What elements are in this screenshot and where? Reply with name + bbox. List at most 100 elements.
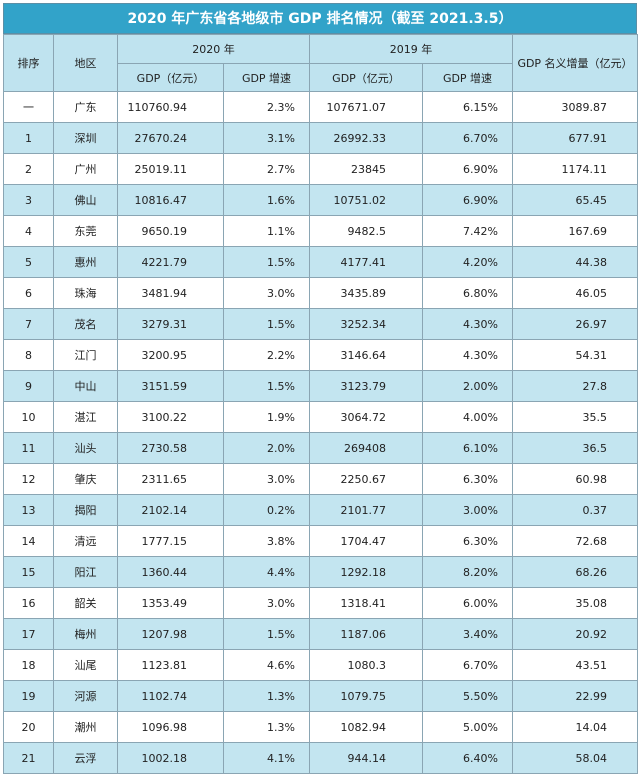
header-year-2020: 2020 年 bbox=[117, 34, 310, 64]
cell-gdp-2019: 10751.02 bbox=[309, 184, 423, 216]
cell-growth-2019: 5.50% bbox=[422, 680, 513, 712]
cell-growth-2019: 6.15% bbox=[422, 91, 513, 123]
cell-gdp-2019: 26992.33 bbox=[309, 122, 423, 154]
cell-region: 茂名 bbox=[53, 308, 118, 340]
cell-growth-2020: 3.0% bbox=[223, 463, 310, 495]
table-row: 20 潮州 1096.98 1.3% 1082.94 5.00% 14.04 bbox=[3, 711, 638, 743]
table-header: 排序 地区 2020 年 2019 年 GDP 名义增量（亿元） GDP（亿元）… bbox=[3, 34, 638, 92]
cell-region: 广东 bbox=[53, 91, 118, 123]
cell-region: 江门 bbox=[53, 339, 118, 371]
table-row: 5 惠州 4221.79 1.5% 4177.41 4.20% 44.38 bbox=[3, 246, 638, 278]
cell-growth-2020: 3.1% bbox=[223, 122, 310, 154]
table-row: 13 揭阳 2102.14 0.2% 2101.77 3.00% 0.37 bbox=[3, 494, 638, 526]
cell-growth-2019: 4.00% bbox=[422, 401, 513, 433]
cell-growth-2019: 6.40% bbox=[422, 742, 513, 774]
cell-gdp-increase: 46.05 bbox=[512, 277, 638, 309]
cell-gdp-2019: 269408 bbox=[309, 432, 423, 464]
cell-gdp-2019: 1082.94 bbox=[309, 711, 423, 743]
table-row: 3 佛山 10816.47 1.6% 10751.02 6.90% 65.45 bbox=[3, 184, 638, 216]
cell-growth-2020: 2.3% bbox=[223, 91, 310, 123]
cell-gdp-increase: 26.97 bbox=[512, 308, 638, 340]
cell-gdp-2019: 2250.67 bbox=[309, 463, 423, 495]
cell-region: 揭阳 bbox=[53, 494, 118, 526]
cell-growth-2019: 6.70% bbox=[422, 122, 513, 154]
cell-gdp-2020: 25019.11 bbox=[117, 153, 224, 185]
cell-rank: 19 bbox=[3, 680, 54, 712]
cell-region: 深圳 bbox=[53, 122, 118, 154]
table-row: 11 汕头 2730.58 2.0% 269408 6.10% 36.5 bbox=[3, 432, 638, 464]
cell-gdp-2019: 1079.75 bbox=[309, 680, 423, 712]
cell-region: 清远 bbox=[53, 525, 118, 557]
cell-gdp-increase: 22.99 bbox=[512, 680, 638, 712]
cell-region: 河源 bbox=[53, 680, 118, 712]
table-row: 8 江门 3200.95 2.2% 3146.64 4.30% 54.31 bbox=[3, 339, 638, 371]
cell-rank: 6 bbox=[3, 277, 54, 309]
cell-gdp-2020: 3151.59 bbox=[117, 370, 224, 402]
cell-gdp-2020: 2311.65 bbox=[117, 463, 224, 495]
cell-region: 湛江 bbox=[53, 401, 118, 433]
table-row: 21 云浮 1002.18 4.1% 944.14 6.40% 58.04 bbox=[3, 742, 638, 774]
cell-growth-2020: 2.0% bbox=[223, 432, 310, 464]
header-growth-2019: GDP 增速 bbox=[422, 63, 513, 92]
cell-rank: 10 bbox=[3, 401, 54, 433]
cell-rank: 一 bbox=[3, 91, 54, 123]
cell-gdp-2020: 1102.74 bbox=[117, 680, 224, 712]
cell-gdp-2020: 1207.98 bbox=[117, 618, 224, 650]
cell-gdp-increase: 14.04 bbox=[512, 711, 638, 743]
header-gdp-increase: GDP 名义增量（亿元） bbox=[512, 34, 638, 92]
cell-region: 阳江 bbox=[53, 556, 118, 588]
cell-gdp-increase: 1174.11 bbox=[512, 153, 638, 185]
table-row: 6 珠海 3481.94 3.0% 3435.89 6.80% 46.05 bbox=[3, 277, 638, 309]
table-row: 16 韶关 1353.49 3.0% 1318.41 6.00% 35.08 bbox=[3, 587, 638, 619]
cell-growth-2019: 6.30% bbox=[422, 525, 513, 557]
cell-rank: 1 bbox=[3, 122, 54, 154]
table-row: 17 梅州 1207.98 1.5% 1187.06 3.40% 20.92 bbox=[3, 618, 638, 650]
cell-rank: 13 bbox=[3, 494, 54, 526]
cell-gdp-2020: 2730.58 bbox=[117, 432, 224, 464]
table-row: 7 茂名 3279.31 1.5% 3252.34 4.30% 26.97 bbox=[3, 308, 638, 340]
table-row: 15 阳江 1360.44 4.4% 1292.18 8.20% 68.26 bbox=[3, 556, 638, 588]
header-gdp-2019: GDP（亿元） bbox=[309, 63, 423, 92]
table-row: 18 汕尾 1123.81 4.6% 1080.3 6.70% 43.51 bbox=[3, 649, 638, 681]
table-title: 2020 年广东省各地级市 GDP 排名情况（截至 2021.3.5） bbox=[3, 3, 637, 34]
cell-gdp-2020: 9650.19 bbox=[117, 215, 224, 247]
cell-rank: 16 bbox=[3, 587, 54, 619]
cell-rank: 18 bbox=[3, 649, 54, 681]
cell-rank: 9 bbox=[3, 370, 54, 402]
cell-growth-2020: 0.2% bbox=[223, 494, 310, 526]
cell-rank: 12 bbox=[3, 463, 54, 495]
cell-gdp-2019: 3435.89 bbox=[309, 277, 423, 309]
cell-gdp-2020: 2102.14 bbox=[117, 494, 224, 526]
cell-growth-2020: 1.3% bbox=[223, 680, 310, 712]
cell-rank: 14 bbox=[3, 525, 54, 557]
table-row: 10 湛江 3100.22 1.9% 3064.72 4.00% 35.5 bbox=[3, 401, 638, 433]
cell-region: 潮州 bbox=[53, 711, 118, 743]
cell-rank: 21 bbox=[3, 742, 54, 774]
cell-region: 广州 bbox=[53, 153, 118, 185]
cell-gdp-increase: 3089.87 bbox=[512, 91, 638, 123]
cell-growth-2020: 1.9% bbox=[223, 401, 310, 433]
cell-gdp-2019: 1704.47 bbox=[309, 525, 423, 557]
cell-region: 惠州 bbox=[53, 246, 118, 278]
cell-gdp-2020: 4221.79 bbox=[117, 246, 224, 278]
cell-rank: 4 bbox=[3, 215, 54, 247]
cell-region: 中山 bbox=[53, 370, 118, 402]
cell-gdp-2020: 1360.44 bbox=[117, 556, 224, 588]
cell-gdp-2019: 3252.34 bbox=[309, 308, 423, 340]
cell-growth-2019: 8.20% bbox=[422, 556, 513, 588]
cell-growth-2020: 1.6% bbox=[223, 184, 310, 216]
cell-gdp-increase: 58.04 bbox=[512, 742, 638, 774]
cell-region: 肇庆 bbox=[53, 463, 118, 495]
table-body: 一广东 110760.94 2.3% 107671.07 6.15% 3089.87 1 深圳… bbox=[3, 91, 638, 774]
cell-growth-2020: 3.8% bbox=[223, 525, 310, 557]
cell-growth-2019: 4.30% bbox=[422, 308, 513, 340]
cell-gdp-increase: 36.5 bbox=[512, 432, 638, 464]
cell-gdp-2020: 3279.31 bbox=[117, 308, 224, 340]
cell-gdp-increase: 167.69 bbox=[512, 215, 638, 247]
cell-growth-2020: 1.5% bbox=[223, 370, 310, 402]
cell-growth-2020: 4.4% bbox=[223, 556, 310, 588]
cell-growth-2020: 1.3% bbox=[223, 711, 310, 743]
cell-growth-2019: 3.00% bbox=[422, 494, 513, 526]
cell-growth-2019: 6.70% bbox=[422, 649, 513, 681]
cell-rank: 5 bbox=[3, 246, 54, 278]
